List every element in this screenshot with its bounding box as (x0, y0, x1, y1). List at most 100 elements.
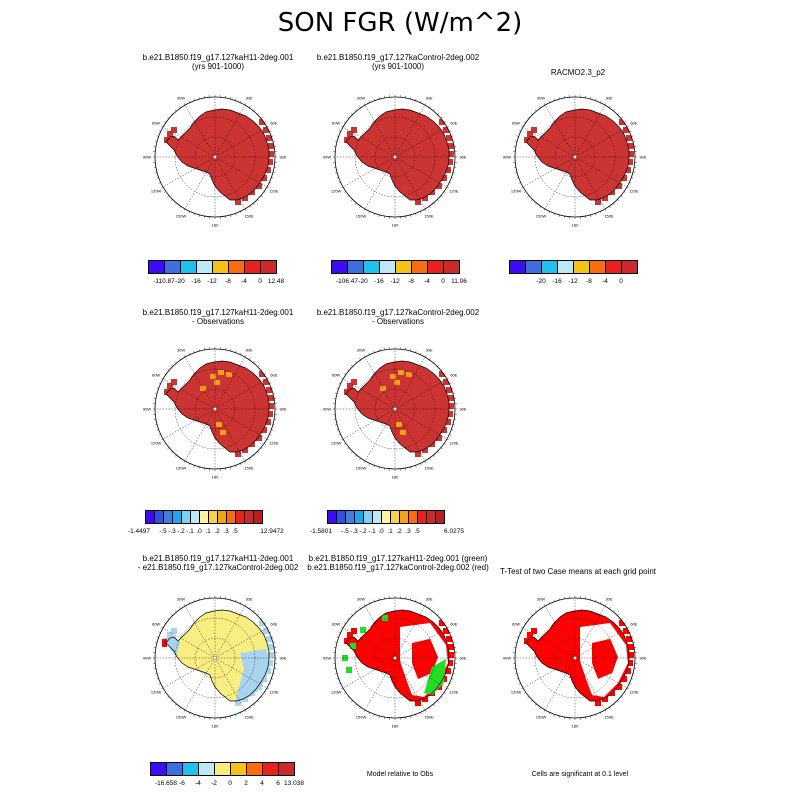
map-tick (433, 454, 436, 457)
colorbar-label: -106.47 (335, 278, 359, 285)
colorbar-label: -4 (602, 278, 608, 285)
colorbar-box (278, 762, 295, 776)
map-tick (183, 460, 186, 463)
lon-label: 180 (212, 724, 219, 729)
map-tick (198, 466, 200, 469)
colorbar-box (509, 260, 526, 274)
map-tick (253, 361, 256, 364)
map-tick (378, 214, 380, 217)
panel-title-line1: b.e21.B1850.f19_g17.127kaH11-2deg.001 (142, 53, 294, 62)
meridian-line (342, 378, 396, 410)
edge-cell (267, 159, 273, 165)
map-tick (272, 673, 275, 675)
lon-label: 150E (424, 213, 434, 218)
obs-cell (400, 430, 406, 435)
map-tick (249, 206, 251, 208)
lon-label: 60W (512, 121, 520, 126)
edge-cell (235, 199, 241, 205)
map-tick (244, 604, 247, 607)
lon-label: 120W (511, 189, 522, 194)
map-fill-layer (524, 109, 634, 205)
map-tick (269, 130, 272, 132)
lon-label: 60E (450, 622, 457, 627)
lon-label: 120W (331, 690, 342, 695)
map-tick (260, 447, 263, 450)
edge-cell (446, 636, 452, 642)
lon-label: 150W (356, 465, 367, 470)
map-tick (249, 358, 251, 360)
edge-cell (266, 636, 272, 642)
edge-cell (263, 127, 269, 133)
map-tick (354, 361, 357, 364)
meridian-line (522, 126, 576, 158)
meridian-line (394, 627, 448, 659)
meridian-line (574, 156, 628, 188)
panel-title-line1: b.e21.B1850.f19_g17.127kaControl-2deg.00… (316, 53, 480, 62)
map-tick (341, 687, 344, 690)
map-tick (429, 358, 431, 360)
map-tick (368, 211, 370, 214)
colorbar-label: -4 (195, 780, 201, 787)
meridian-line (214, 627, 268, 659)
meridian-line (522, 627, 576, 659)
map-tick (336, 429, 339, 431)
map-tick (600, 211, 602, 214)
note-significance: Cells are significant at 0.1 level (531, 771, 629, 778)
map-tick (344, 373, 346, 375)
map-tick (368, 463, 370, 466)
edge-cell (448, 395, 454, 401)
lon-label: 60E (630, 622, 637, 627)
map-tick (344, 692, 346, 694)
edge-cell (259, 119, 265, 125)
map-tick (183, 604, 186, 607)
colorbar-label: -110.87 (153, 278, 175, 285)
map-tick (158, 683, 161, 685)
colorbar-label: -8 (225, 278, 231, 285)
map-tick (240, 100, 242, 103)
map-tick (449, 631, 452, 633)
colorbar-box (164, 260, 181, 274)
map-tick (604, 208, 607, 211)
map-tick (524, 191, 526, 193)
map-tick (437, 113, 439, 115)
colorbar-box (363, 260, 380, 274)
map-tick (235, 213, 237, 216)
lon-label: 60W (332, 121, 340, 126)
latitude-circle (194, 136, 236, 178)
colorbar-label: 6.0275 (444, 528, 464, 535)
map-tick (266, 125, 269, 128)
meridian-line (522, 657, 576, 689)
colorbar-label: -.5 (341, 528, 349, 535)
map-tick (363, 460, 366, 463)
map-tick (437, 614, 439, 616)
lon-label: 120E (449, 690, 459, 695)
meridian-line (342, 156, 396, 188)
map-tick (257, 199, 259, 201)
map-tick (264, 191, 266, 193)
coastline (165, 609, 270, 702)
map-tick (235, 599, 237, 602)
lon-label: 150W (536, 213, 547, 218)
lon-label: 120E (449, 189, 459, 194)
polar-map-svg: 30W 30E 60W 60E 90W 90E 120W 120E 150W 150E 180 (323, 347, 467, 480)
colorbar-boxes (509, 260, 638, 274)
lon-label: 180 (392, 724, 399, 729)
edge-cell (443, 379, 449, 385)
panel-title-line1: RACMO2.3_p2 (550, 68, 606, 77)
map-fill-layer (524, 610, 634, 706)
map-tick (444, 191, 446, 193)
map-tick (363, 709, 366, 712)
map-tick (515, 140, 518, 142)
meridian-line (574, 657, 606, 711)
map-tick (260, 617, 263, 620)
edge-cell (619, 119, 625, 125)
edge-cell (167, 131, 173, 137)
map-tick (420, 100, 422, 103)
edge-cell (445, 167, 451, 173)
map-tick (410, 466, 412, 469)
map-tick (188, 211, 190, 214)
edge-cell (447, 411, 453, 417)
lon-label: 90W (143, 656, 151, 661)
lon-label: 120E (629, 690, 639, 695)
panel-title-6: b.e21.B1850.f19_g17.127kaH11-2deg.001 - … (98, 554, 338, 572)
